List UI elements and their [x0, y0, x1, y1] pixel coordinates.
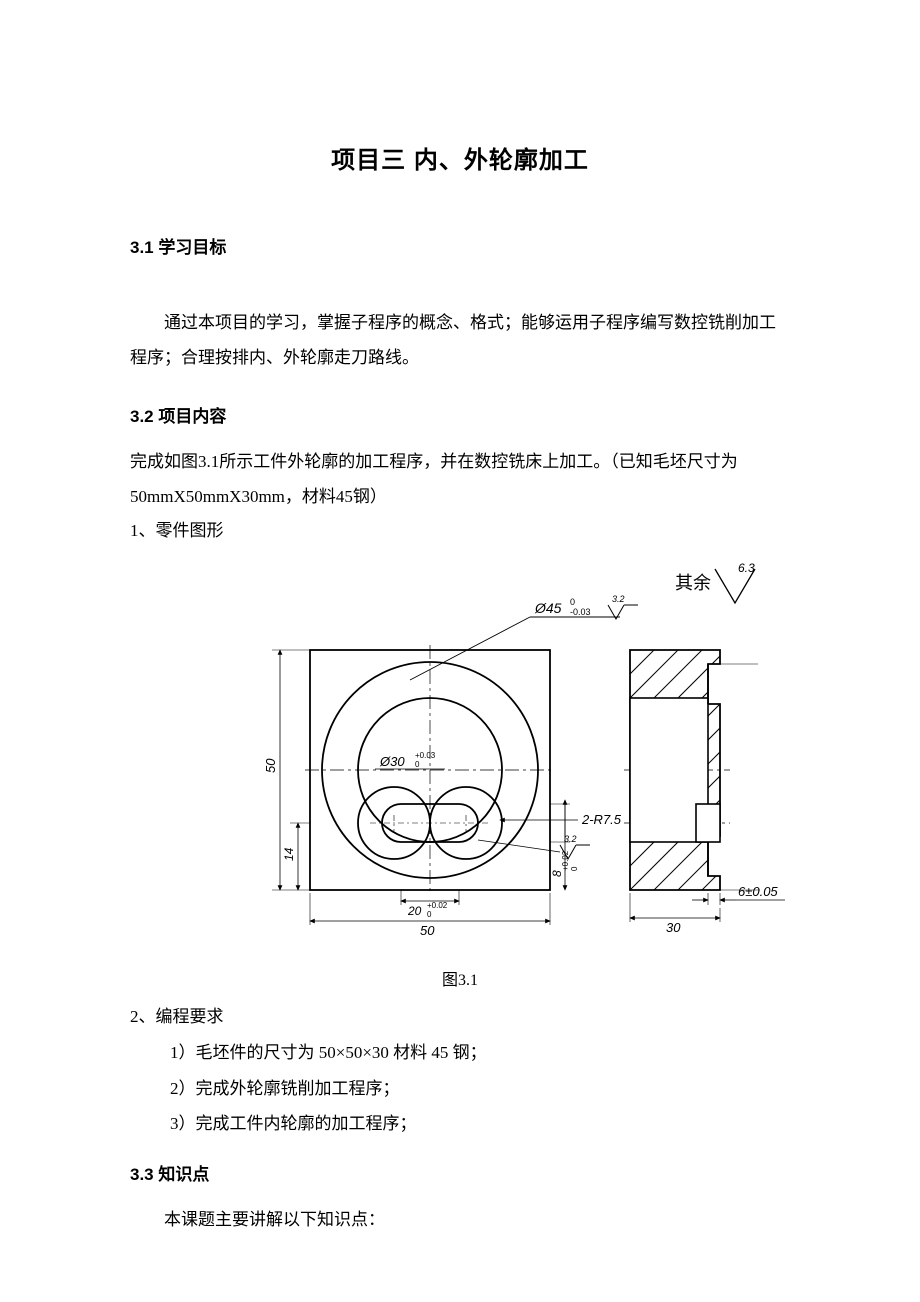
- svg-text:+0.02: +0.02: [561, 850, 570, 871]
- surface-note: 其余 6.3: [675, 561, 755, 603]
- svg-text:6±0.05: 6±0.05: [738, 884, 778, 899]
- svg-text:20: 20: [407, 904, 422, 918]
- sec-3-1-body: 通过本项目的学习，掌握子程序的概念、格式；能够运用子程序编写数控铣削加工程序；合…: [130, 306, 790, 376]
- svg-text:14: 14: [282, 848, 296, 862]
- figure-3-1: 其余 6.3 Ø45 0 -0.03 3.2: [190, 555, 790, 960]
- req-2: 2）完成外轮廓铣削加工程序；: [170, 1071, 790, 1107]
- svg-text:3.2: 3.2: [564, 834, 577, 844]
- sec-3-3-head: 3.3 知识点: [130, 1160, 790, 1185]
- svg-text:50: 50: [420, 923, 435, 938]
- svg-text:0: 0: [427, 910, 432, 919]
- svg-text:50: 50: [263, 758, 278, 773]
- front-view: Ø30 +0.03 0 2-R7.5 3.2: [305, 645, 622, 895]
- dim-20: 20 +0.02 0: [401, 890, 459, 919]
- dim-8: 8 +0.02 0: [550, 800, 579, 890]
- dim-14: 14: [282, 823, 310, 890]
- page: 项目三 内、外轮廓加工 3.1 学习目标 通过本项目的学习，掌握子程序的概念、格…: [0, 0, 920, 1302]
- req-3: 3）完成工件内轮廓的加工程序；: [170, 1106, 790, 1142]
- figure-caption: 图3.1: [130, 966, 790, 990]
- r75-text: 2-R7.5: [581, 812, 622, 827]
- ra-6-3: 6.3: [738, 561, 755, 575]
- item-1: 1、零件图形: [130, 514, 790, 549]
- svg-text:+0.02: +0.02: [427, 901, 448, 910]
- dim-phi45: Ø45 0 -0.03 3.2: [410, 594, 638, 680]
- svg-text:30: 30: [666, 920, 681, 935]
- dim-6: 6±0.05: [692, 884, 785, 905]
- svg-text:0: 0: [570, 597, 575, 607]
- svg-text:0: 0: [570, 866, 579, 871]
- svg-text:+0.03: +0.03: [415, 751, 436, 760]
- svg-text:0: 0: [415, 760, 420, 769]
- svg-text:3.2: 3.2: [612, 594, 625, 604]
- doc-title: 项目三 内、外轮廓加工: [130, 140, 790, 175]
- sec-3-3-body: 本课题主要讲解以下知识点：: [130, 1203, 790, 1238]
- svg-text:-0.03: -0.03: [570, 607, 591, 617]
- dim-30: 30: [630, 893, 720, 935]
- req-1: 1）毛坯件的尺寸为 50×50×30 材料 45 钢；: [170, 1035, 790, 1071]
- qiyu-label: 其余: [675, 573, 711, 593]
- phi45-text: Ø45: [534, 600, 562, 616]
- sec-3-2-head: 3.2 项目内容: [130, 402, 790, 427]
- section-view: 6±0.05 30: [610, 555, 785, 955]
- phi30-text: Ø30: [379, 754, 405, 769]
- sec-3-1-head: 3.1 学习目标: [130, 233, 790, 258]
- sec-3-2-body: 完成如图3.1所示工件外轮廓的加工程序，并在数控铣床上加工。（已知毛坯尺寸为50…: [130, 445, 790, 515]
- item-2: 2、编程要求: [130, 1000, 790, 1035]
- drawing-svg: 其余 6.3 Ø45 0 -0.03 3.2: [190, 555, 810, 955]
- requirements-list: 1）毛坯件的尺寸为 50×50×30 材料 45 钢； 2）完成外轮廓铣削加工程…: [170, 1035, 790, 1142]
